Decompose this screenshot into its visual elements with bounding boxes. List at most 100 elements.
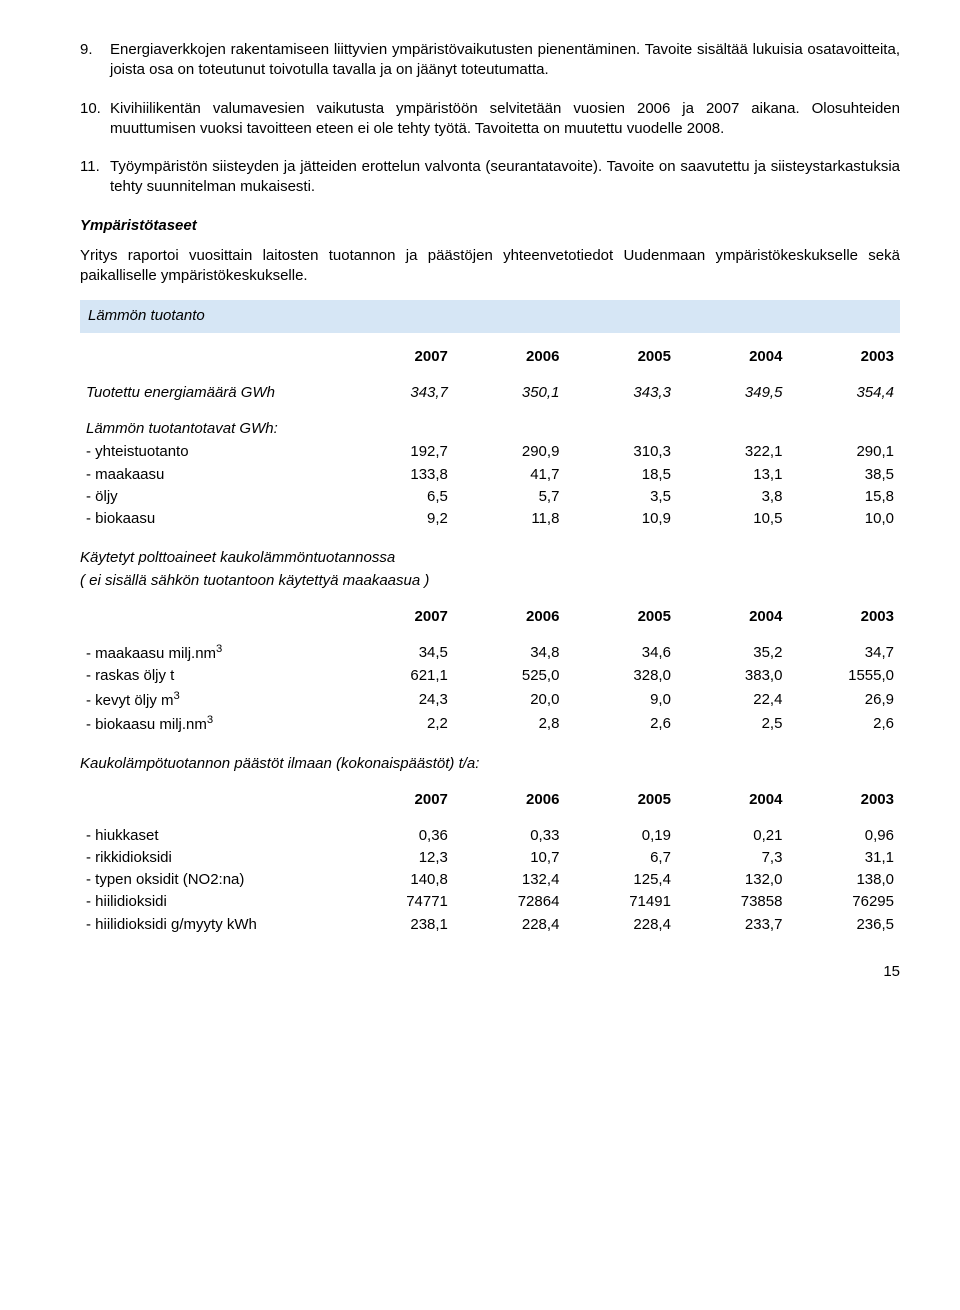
cell: 3,5 — [565, 486, 677, 508]
cell: 2,8 — [454, 712, 566, 736]
heat-energy-row: Tuotettu energiamäärä GWh 343,7 350,1 34… — [80, 381, 900, 405]
fuels-table: 2007 2006 2005 2004 2003 - maakaasu milj… — [80, 593, 900, 736]
year-header: 2006 — [454, 593, 566, 641]
cell: 621,1 — [342, 665, 454, 687]
year-header: 2007 — [342, 776, 454, 824]
cell: 5,7 — [454, 486, 566, 508]
year-header: 2005 — [565, 333, 677, 381]
cell: 343,3 — [565, 381, 677, 405]
cell: 20,0 — [454, 688, 566, 712]
list-item-11: 11. Työympäristön siisteyden ja jätteide… — [80, 157, 900, 198]
table-row: - hiukkaset 0,36 0,33 0,19 0,21 0,96 — [80, 825, 900, 847]
heat-title: Lämmön tuotanto — [80, 300, 900, 332]
cell: 140,8 — [342, 869, 454, 891]
cell: 354,4 — [788, 381, 900, 405]
cell: 132,0 — [677, 869, 789, 891]
row-label: - kevyt öljy m3 — [80, 688, 342, 712]
cell: 38,5 — [788, 464, 900, 486]
cell: 74771 — [342, 891, 454, 913]
cell: 236,5 — [788, 914, 900, 936]
cell: 0,33 — [454, 825, 566, 847]
table-row: - biokaasu milj.nm3 2,2 2,8 2,6 2,5 2,6 — [80, 712, 900, 736]
row-label: - hiilidioksidi g/myyty kWh — [80, 914, 342, 936]
year-header: 2004 — [677, 333, 789, 381]
cell: 71491 — [565, 891, 677, 913]
cell: 350,1 — [454, 381, 566, 405]
cell: 0,96 — [788, 825, 900, 847]
table-row: - kevyt öljy m3 24,3 20,0 9,0 22,4 26,9 — [80, 688, 900, 712]
item-number: 9. — [80, 40, 110, 81]
cell: 0,19 — [565, 825, 677, 847]
cell: 328,0 — [565, 665, 677, 687]
cell: 11,8 — [454, 508, 566, 530]
item-text: Kivihiilikentän valumavesien vaikutusta … — [110, 99, 900, 140]
cell: 343,7 — [342, 381, 454, 405]
year-header: 2005 — [565, 593, 677, 641]
cell: 34,8 — [454, 641, 566, 665]
cell: 228,4 — [454, 914, 566, 936]
cell: 72864 — [454, 891, 566, 913]
cell: 12,3 — [342, 847, 454, 869]
cell: 310,3 — [565, 441, 677, 463]
list-item-10: 10. Kivihiilikentän valumavesien vaikutu… — [80, 99, 900, 140]
cell: 9,2 — [342, 508, 454, 530]
cell: 192,7 — [342, 441, 454, 463]
row-label: - typen oksidit (NO2:na) — [80, 869, 342, 891]
table-row: - raskas öljy t 621,1 525,0 328,0 383,0 … — [80, 665, 900, 687]
cell: 290,1 — [788, 441, 900, 463]
row-label: - hiilidioksidi — [80, 891, 342, 913]
item-text: Työympäristön siisteyden ja jätteiden er… — [110, 157, 900, 198]
cell: 18,5 — [565, 464, 677, 486]
fuels-title-2: ( ei sisällä sähkön tuotantoon käytettyä… — [80, 571, 900, 591]
cell: 133,8 — [342, 464, 454, 486]
cell: 383,0 — [677, 665, 789, 687]
row-label: - maakaasu — [80, 464, 342, 486]
cell: 0,21 — [677, 825, 789, 847]
table-row: - hiilidioksidi 74771 72864 71491 73858 … — [80, 891, 900, 913]
cell: 10,0 — [788, 508, 900, 530]
year-header: 2003 — [788, 593, 900, 641]
table-row: - öljy 6,5 5,7 3,5 3,8 15,8 — [80, 486, 900, 508]
cell: 525,0 — [454, 665, 566, 687]
emissions-table: 2007 2006 2005 2004 2003 - hiukkaset 0,3… — [80, 776, 900, 936]
cell: 2,5 — [677, 712, 789, 736]
cell: 7,3 — [677, 847, 789, 869]
page-number: 15 — [80, 962, 900, 982]
row-label: - rikkidioksidi — [80, 847, 342, 869]
emissions-title: Kaukolämpötuotannon päästöt ilmaan (koko… — [80, 754, 900, 774]
cell: 34,6 — [565, 641, 677, 665]
year-header: 2003 — [788, 776, 900, 824]
year-header: 2007 — [342, 333, 454, 381]
cell: 125,4 — [565, 869, 677, 891]
fuels-title-1: Käytetyt polttoaineet kaukolämmöntuotann… — [80, 548, 900, 568]
row-label: - yhteistuotanto — [80, 441, 342, 463]
cell: 132,4 — [454, 869, 566, 891]
cell: 3,8 — [677, 486, 789, 508]
table-row: - maakaasu 133,8 41,7 18,5 13,1 38,5 — [80, 464, 900, 486]
item-number: 11. — [80, 157, 110, 198]
row-label: - hiukkaset — [80, 825, 342, 847]
env-text: Yritys raportoi vuosittain laitosten tuo… — [80, 246, 900, 287]
cell: 34,7 — [788, 641, 900, 665]
cell: 10,7 — [454, 847, 566, 869]
cell: 233,7 — [677, 914, 789, 936]
cell: 24,3 — [342, 688, 454, 712]
table-row: - yhteistuotanto 192,7 290,9 310,3 322,1… — [80, 441, 900, 463]
cell: 31,1 — [788, 847, 900, 869]
year-header: 2005 — [565, 776, 677, 824]
table-row: - typen oksidit (NO2:na) 140,8 132,4 125… — [80, 869, 900, 891]
year-header: 2003 — [788, 333, 900, 381]
row-label: - raskas öljy t — [80, 665, 342, 687]
cell: 0,36 — [342, 825, 454, 847]
cell: 10,5 — [677, 508, 789, 530]
cell: 238,1 — [342, 914, 454, 936]
env-heading: Ympäristötaseet — [80, 216, 900, 236]
cell: 290,9 — [454, 441, 566, 463]
fuels-year-row: 2007 2006 2005 2004 2003 — [80, 593, 900, 641]
cell: 2,6 — [788, 712, 900, 736]
cell: 10,9 — [565, 508, 677, 530]
row-label: - maakaasu milj.nm3 — [80, 641, 342, 665]
cell: 2,2 — [342, 712, 454, 736]
year-header: 2007 — [342, 593, 454, 641]
cell: 6,5 — [342, 486, 454, 508]
